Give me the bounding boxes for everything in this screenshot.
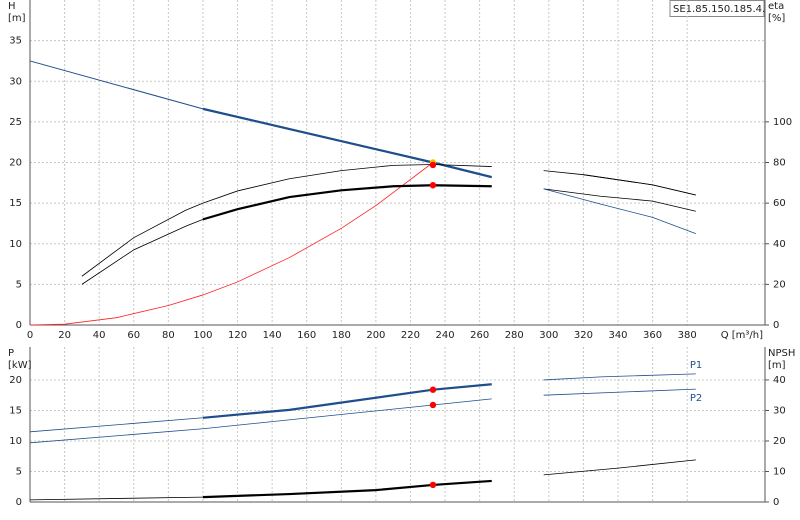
operating-point <box>429 161 437 169</box>
series-label: P1 <box>690 360 702 371</box>
x-tick-label: 340 <box>608 330 627 341</box>
x-tick-label: 100 <box>193 330 212 341</box>
x-tick-label: 260 <box>470 330 489 341</box>
y-tick-label: 15 <box>9 405 22 416</box>
curve <box>543 459 696 476</box>
y2-label: [m] <box>768 360 786 371</box>
y-tick-label: 25 <box>9 117 22 128</box>
curve <box>543 188 696 234</box>
y-label: [m] <box>8 13 26 24</box>
y-tick-label: 5 <box>16 466 22 477</box>
y-label: H <box>8 1 16 12</box>
y-tick-label: 20 <box>9 375 22 386</box>
y2-tick-label: 20 <box>773 436 786 447</box>
curve <box>202 479 492 499</box>
x-tick-label: 0 <box>27 330 33 341</box>
y2-tick-label: 100 <box>773 117 792 128</box>
model-box <box>669 0 765 17</box>
curve <box>29 60 204 110</box>
x-tick-label: 220 <box>401 330 420 341</box>
curve <box>543 170 696 196</box>
x-tick-label: 20 <box>58 330 71 341</box>
y2-tick-label: 60 <box>773 198 786 209</box>
y-label: P <box>8 348 14 359</box>
x-tick-label: 40 <box>93 330 106 341</box>
operating-point <box>429 481 437 489</box>
y2-tick-label: 0 <box>773 497 779 508</box>
y-tick-label: 5 <box>16 279 22 290</box>
curve <box>81 164 492 277</box>
x-tick-label: 280 <box>505 330 524 341</box>
curve <box>202 383 492 419</box>
y-tick-label: 0 <box>16 497 22 508</box>
y2-tick-label: 0 <box>773 320 779 331</box>
y2-label: [%] <box>768 13 785 24</box>
y-label: [kW] <box>8 360 32 371</box>
operating-point <box>429 386 437 393</box>
x-tick-label: 380 <box>678 330 697 341</box>
x-tick-label: 200 <box>366 330 385 341</box>
y2-tick-label: 40 <box>773 375 786 386</box>
y-tick-label: 0 <box>16 320 22 331</box>
y-tick-label: 15 <box>9 198 22 209</box>
x-label: Q [m³/h] <box>721 330 763 341</box>
curve <box>29 398 492 444</box>
x-tick-label: 180 <box>332 330 351 341</box>
y-tick-label: 20 <box>9 158 22 169</box>
operating-point <box>429 182 437 189</box>
curve <box>29 162 434 326</box>
curve <box>81 219 204 285</box>
curve <box>543 388 696 396</box>
y-tick-label: 30 <box>9 76 22 87</box>
model-label: SE1.85.150.185.4. <box>673 4 765 15</box>
y-tick-label: 10 <box>9 436 22 447</box>
curve <box>29 496 203 501</box>
y-tick-label: 10 <box>9 239 22 250</box>
operating-point <box>429 401 437 409</box>
x-tick-label: 120 <box>228 330 247 341</box>
y-tick-label: 35 <box>9 36 22 47</box>
x-tick-label: 360 <box>643 330 662 341</box>
x-tick-label: 80 <box>162 330 175 341</box>
y2-label: eta <box>768 1 784 12</box>
curve <box>543 188 696 212</box>
curve <box>29 417 203 433</box>
curve <box>543 373 696 381</box>
x-tick-label: 160 <box>297 330 316 341</box>
x-tick-label: 320 <box>574 330 593 341</box>
y2-tick-label: 40 <box>773 239 786 250</box>
x-tick-label: 300 <box>539 330 558 341</box>
x-tick-label: 240 <box>436 330 455 341</box>
y2-tick-label: 10 <box>773 466 786 477</box>
x-tick-label: 140 <box>263 330 282 341</box>
series-label: P2 <box>690 393 702 404</box>
y2-tick-label: 30 <box>773 405 786 416</box>
y2-tick-label: 80 <box>773 158 786 169</box>
x-tick-label: 60 <box>127 330 140 341</box>
y2-label: NPSH <box>768 348 795 359</box>
y2-tick-label: 20 <box>773 279 786 290</box>
